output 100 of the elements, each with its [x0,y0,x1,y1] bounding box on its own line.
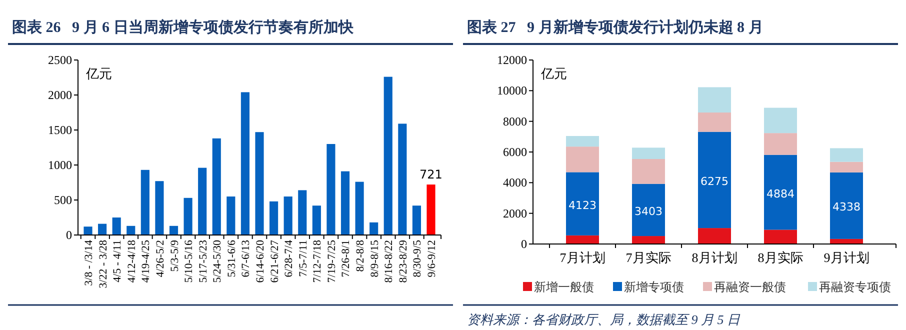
bar [698,132,731,228]
x-tick-label: 4/12-4/18 [126,240,138,283]
bar [698,112,731,132]
bar [355,182,364,235]
bar [384,76,392,235]
x-tick-label: 9月计划 [824,250,870,265]
bar [240,92,250,235]
bar [126,226,136,235]
bar [98,224,107,235]
x-tick-label: 8/9-8/15 [368,240,381,278]
bar [830,172,863,239]
x-tick-label: 9/6-9/12 [426,240,438,278]
x-tick-label: 8/16-8/22 [383,240,396,283]
x-tick-label: 7/12-7/18 [312,240,324,283]
x-tick-label: 6/28-7/4 [283,240,296,278]
bar [764,230,797,244]
y-tick-label: 8000 [503,114,527,128]
x-tick-label: 8/23-8/29 [397,240,410,283]
bar [566,172,599,236]
bar [212,138,221,235]
y-tick-label: 4000 [503,176,527,190]
bar [412,206,421,235]
bar [632,236,665,244]
bar [566,146,599,172]
data-label: 4884 [766,187,794,200]
bar [632,184,665,236]
x-tick-label: 6/7-6/13 [240,240,252,278]
data-label: 4338 [832,200,860,214]
x-tick-label: 8月计划 [692,250,738,265]
x-tick-label: 8/30-9/5 [412,240,424,278]
y-tick-label: 2500 [48,53,72,67]
data-label: 3403 [634,204,662,218]
bar [764,133,797,155]
bar [764,108,797,134]
bar [566,235,599,244]
x-tick-label: 5/10-5/16 [183,240,196,283]
bar [830,148,863,162]
x-tick-label: 4/26-5/2 [154,240,166,278]
x-tick-label: 8/2-8/8 [354,240,367,272]
bar [270,201,278,235]
bar [284,196,292,235]
y-tick-label: 2000 [48,88,72,102]
legend-label: 再融资专项债 [819,280,891,294]
bar [140,170,150,235]
x-tick-label: 4/5 - 4/11 [112,240,124,282]
bar [155,181,164,235]
x-tick-label: 3/22 - 3/28 [97,240,110,288]
x-tick-label: 5/3-5/9 [168,240,181,272]
bar [184,198,192,235]
bar [112,218,121,235]
bar [298,190,307,235]
text: 资料来源：各省财政厅、局，数据截至 9 月 5 日 [467,312,741,327]
y-tick-label: 0 [66,228,72,242]
bar [632,159,665,184]
x-tick-label: 6/14-6/20 [254,240,266,283]
data-label: 4123 [568,198,596,212]
bar [370,222,378,235]
bar [84,226,92,235]
y-tick-label: 0 [521,237,527,251]
bar [340,171,350,235]
y-tick-label: 1000 [48,158,72,172]
y-tick-label: 12000 [497,53,527,67]
x-tick-label: 7/5-7/11 [297,240,310,277]
bar [312,206,321,235]
x-tick-label: 7/26-8/1 [340,240,352,278]
x-tick-label: 5/24-5/30 [212,240,224,283]
bar [255,132,264,235]
bar [698,87,731,113]
bar [169,226,178,235]
bar [764,154,797,230]
y-tick-label: 6000 [503,145,527,159]
bar [326,144,336,235]
chart-title: 图表 26 9 月 6 日当周新增专项债发行节奏有所加快 [12,18,354,36]
data-label: 6275 [700,174,728,188]
bar [830,162,863,172]
bar [426,184,436,235]
bar [226,196,236,235]
legend-label: 再融资一般债 [714,280,786,294]
legend-label: 新增一般债 [534,280,594,294]
y-axis-title: 亿元 [540,66,567,81]
x-tick-label: 7月实际 [626,250,672,265]
x-tick-label: 8月实际 [758,250,804,265]
y-tick-label: 1500 [48,123,72,137]
bar [198,168,207,235]
x-tick-label: 5/17-5/23 [197,240,210,283]
x-tick-label: 5/31-6/6 [226,240,238,278]
bar [398,124,407,235]
x-tick-label: 7/19-7/25 [326,240,338,283]
legend-label: 新增专项债 [624,280,684,294]
y-tick-label: 500 [54,193,72,207]
data-label: 721 [420,168,442,182]
y-axis-title: 亿元 [85,66,112,81]
bar [566,136,599,147]
y-tick-label: 2000 [503,206,527,220]
x-tick-label: 3/8 - /3/14 [83,240,96,286]
x-tick-label: 4/19-4/25 [140,240,152,283]
x-tick-label: 6/21-6/27 [268,240,281,283]
bar [698,228,731,244]
bar [632,148,665,160]
y-tick-label: 10000 [497,84,527,98]
